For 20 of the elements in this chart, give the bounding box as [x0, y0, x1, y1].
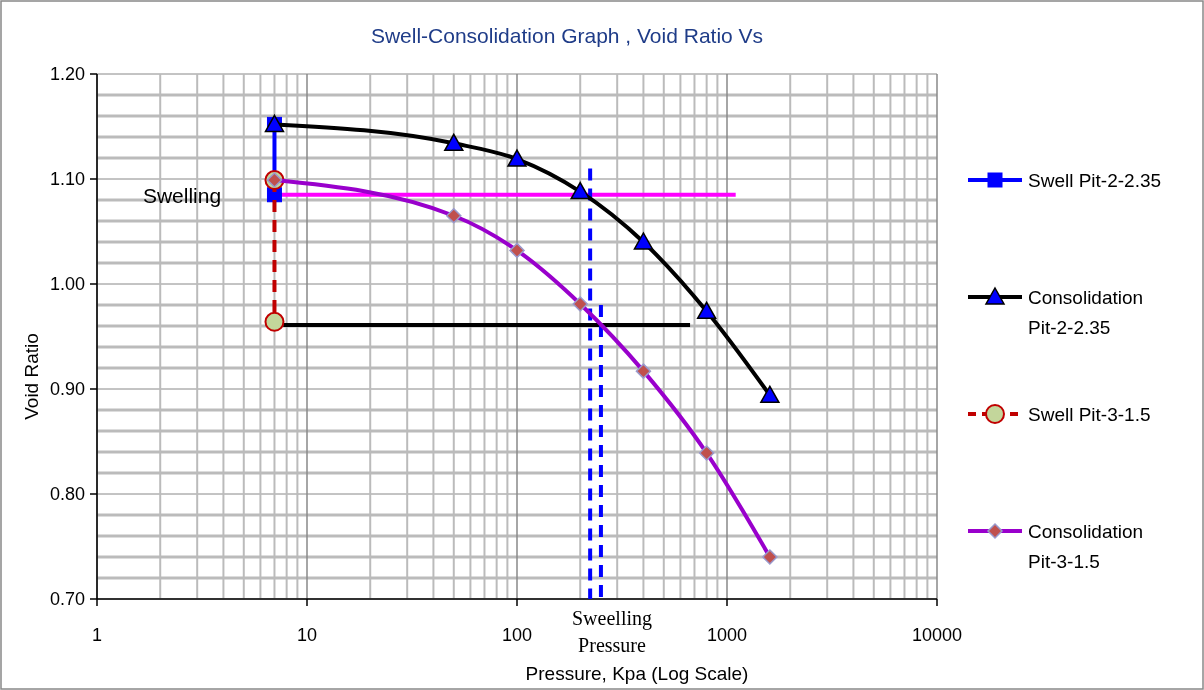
y-tick-label: 0.70	[49, 589, 85, 610]
x-axis-title: Pressure, Kpa (Log Scale)	[525, 663, 749, 684]
y-axis-title: Void Ratio	[21, 333, 42, 420]
x-tick-label: 1000	[706, 625, 748, 645]
legend-label: Consolidation Pit-2-2.35	[1028, 286, 1144, 338]
text: Sweelling Pressure	[572, 607, 652, 656]
annotation: Swelling	[142, 184, 222, 208]
y-tick-label: 0.90	[49, 379, 85, 400]
legend-label: Swell Pit-2-2.35	[1028, 169, 1162, 191]
y-tick-label: 1.00	[49, 274, 85, 295]
x-tick-label: 100	[501, 625, 533, 645]
y-tick-label: 1.10	[49, 169, 85, 190]
chart-title: Swell-Consolidation Graph , Void Ratio Vs	[370, 24, 764, 47]
y-tick-label: 0.80	[49, 484, 85, 505]
x-tick-label: 1	[91, 625, 103, 645]
legend-label: Consolidation Pit-3-1.5	[1028, 520, 1144, 572]
legend-label: Swell Pit-3-1.5	[1028, 403, 1151, 425]
x-tick-label: 10	[296, 625, 318, 645]
y-tick-label: 1.20	[49, 64, 85, 85]
x-tick-label: 10000	[911, 625, 963, 645]
